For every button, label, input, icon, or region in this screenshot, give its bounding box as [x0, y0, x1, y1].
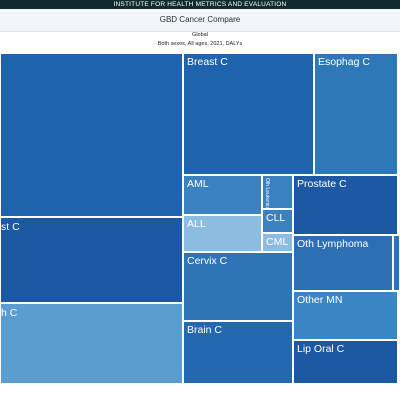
treemap-cell-oth-leukemia[interactable]: Oth Leukemia	[262, 175, 293, 209]
treemap-cell-aml[interactable]: AML	[183, 175, 262, 215]
treemap-cell-oth-lymphoma[interactable]: Oth Lymphoma	[293, 235, 393, 291]
treemap-cell-prostate-c[interactable]: Prostate C	[293, 175, 398, 235]
treemap-cell-cll-label: CLL	[266, 212, 286, 224]
treemap-cell-cervix-c-label: Cervix C	[187, 255, 228, 267]
treemap-cell-brain-c[interactable]: Brain C	[183, 321, 293, 384]
treemap-cell-brain-c-label: Brain C	[187, 324, 223, 336]
institute-banner: INSTITUTE FOR HEALTH METRICS AND EVALUAT…	[0, 0, 400, 9]
treemap-cell-esophag-c[interactable]: Esophag C	[314, 53, 398, 175]
chart-location: Global	[192, 32, 208, 38]
treemap-cell-oth-lymphoma-label: Oth Lymphoma	[297, 238, 369, 250]
treemap-cell-cervix-c[interactable]: Cervix C	[183, 252, 293, 321]
treemap-cell-all[interactable]: ALL	[183, 215, 262, 252]
treemap-cell-aml-label: AML	[187, 178, 209, 190]
treemap-cell-esophag-c-label: Esophag C	[318, 56, 370, 68]
treemap-cell-breast-c-label: Breast C	[187, 56, 228, 68]
footer	[0, 384, 400, 400]
treemap-cell-cll[interactable]: CLL	[262, 209, 293, 233]
treemap-cell-edge-4[interactable]	[393, 235, 400, 291]
chart-subtitle: Global Both sexes, All ages, 2021, DALYs	[0, 31, 400, 49]
treemap-cell-cml[interactable]: CML	[262, 233, 293, 252]
app-title: GBD Cancer Compare	[159, 15, 241, 24]
treemap: st C h C Breast C Esophag C AML Oth Leuk…	[0, 53, 400, 384]
treemap-cell-st-c[interactable]: st C	[0, 217, 183, 303]
treemap-cell-oth-leukemia-label: Oth Leukemia	[264, 178, 270, 209]
treemap-cell-unlabeled-top[interactable]	[0, 53, 183, 217]
treemap-cell-h-c[interactable]: h C	[0, 303, 183, 384]
treemap-cell-lip-oral-c[interactable]: Lip Oral C	[293, 340, 398, 384]
app-title-bar: GBD Cancer Compare	[0, 9, 400, 32]
treemap-cell-lip-oral-c-label: Lip Oral C	[297, 343, 345, 355]
treemap-cell-other-mn-label: Other MN	[297, 294, 343, 306]
treemap-cell-all-label: ALL	[187, 218, 206, 230]
treemap-cell-cml-label: CML	[266, 236, 289, 248]
treemap-cell-st-c-label: st C	[1, 221, 20, 233]
treemap-cell-prostate-c-label: Prostate C	[297, 178, 347, 190]
treemap-cell-other-mn[interactable]: Other MN	[293, 291, 398, 340]
chart-filters: Both sexes, All ages, 2021, DALYs	[157, 41, 243, 47]
treemap-cell-h-c-label: h C	[1, 307, 18, 319]
treemap-cell-breast-c[interactable]: Breast C	[183, 53, 314, 175]
